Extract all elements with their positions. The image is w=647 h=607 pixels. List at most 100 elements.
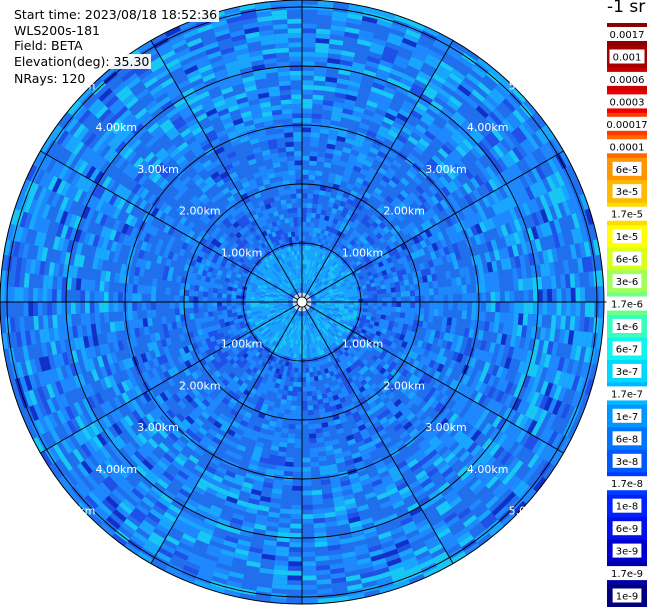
radar-cell-372 bbox=[328, 237, 335, 244]
radar-cell-2229 bbox=[443, 512, 458, 524]
radar-cell-1636 bbox=[575, 376, 585, 393]
radar-cell-69 bbox=[310, 132, 320, 138]
radar-cell-1189 bbox=[422, 275, 428, 283]
radar-cell-2518 bbox=[323, 402, 331, 409]
radar-cell-2616 bbox=[319, 469, 330, 476]
radar-cell-2339 bbox=[340, 386, 347, 393]
radar-cell-320 bbox=[313, 266, 318, 272]
radar-cell-1624 bbox=[517, 360, 526, 374]
radar-cell-603 bbox=[376, 206, 385, 215]
radar-cell-448 bbox=[424, 58, 439, 69]
radar-cell-1541 bbox=[320, 305, 326, 309]
radar-cell-1335 bbox=[509, 290, 515, 302]
radar-cell-2440 bbox=[354, 460, 365, 469]
radar-cell-1195 bbox=[477, 263, 484, 274]
radar-cell-1820 bbox=[539, 426, 551, 442]
radar-cell-1608 bbox=[405, 330, 412, 337]
radar-cell-2574 bbox=[331, 486, 343, 494]
radar-cell-1246 bbox=[544, 262, 551, 277]
radar-cell-135 bbox=[306, 269, 309, 275]
radar-cell-1594 bbox=[342, 313, 348, 317]
radar-cell-386 bbox=[365, 155, 375, 164]
radar-cell-1318 bbox=[382, 297, 387, 302]
radar-cell-1675 bbox=[526, 376, 536, 390]
radar-cell-2721 bbox=[299, 344, 302, 350]
radar-cell-215 bbox=[352, 61, 366, 70]
radar-cell-2258 bbox=[365, 408, 374, 417]
radar-cell-2225 bbox=[428, 489, 441, 500]
radar-cell-1381 bbox=[509, 302, 515, 314]
radar-cell-800 bbox=[309, 293, 314, 297]
radar-cell-1003 bbox=[379, 265, 386, 272]
radar-cell-1772 bbox=[529, 405, 540, 420]
radar-cell-1730 bbox=[552, 400, 562, 416]
radar-cell-491 bbox=[427, 81, 441, 93]
radar-cell-1936 bbox=[371, 354, 379, 362]
radar-cell-1996 bbox=[456, 432, 468, 445]
radar-cell-518 bbox=[374, 187, 383, 196]
radar-cell-1797 bbox=[404, 355, 412, 364]
radar-cell-1657 bbox=[394, 332, 401, 340]
radar-cell-2627 bbox=[330, 567, 345, 575]
radar-cell-412 bbox=[314, 272, 319, 278]
radar-cell-1714 bbox=[465, 366, 474, 377]
radar-cell-112 bbox=[319, 128, 330, 135]
radar-cell-1581 bbox=[561, 357, 570, 373]
radar-cell-1534 bbox=[583, 347, 591, 363]
radar-cell-245 bbox=[342, 147, 352, 154]
radar-cell-559 bbox=[363, 214, 371, 222]
radar-cell-904 bbox=[363, 264, 370, 270]
radar-cell-589 bbox=[319, 276, 325, 281]
radar-cell-1559 bbox=[425, 328, 432, 337]
radar-cell-442 bbox=[402, 100, 416, 110]
radar-cell-1023 bbox=[487, 217, 496, 230]
radar-cell-4087 bbox=[9, 286, 15, 302]
radar-cell-1465 bbox=[404, 312, 410, 319]
radar-cell-242 bbox=[333, 178, 342, 186]
radar-cell-855 bbox=[341, 273, 347, 279]
radar-cell-2408 bbox=[396, 543, 412, 554]
radar-cell-2930 bbox=[226, 580, 243, 589]
radar-cell-2306 bbox=[392, 473, 404, 483]
radar-cell-24 bbox=[302, 155, 310, 161]
radar-cell-1567 bbox=[479, 340, 487, 351]
radar-cell-1937 bbox=[375, 357, 383, 365]
radar-cell-2119 bbox=[364, 375, 372, 383]
radar-cell-2502 bbox=[304, 315, 307, 321]
radar-cell-474 bbox=[361, 195, 369, 203]
radar-cell-2188 bbox=[462, 514, 478, 528]
radar-cell-2290 bbox=[325, 347, 331, 353]
radar-cell-1646 bbox=[332, 312, 338, 316]
radar-cell-2357 bbox=[384, 482, 397, 492]
radar-cell-1329 bbox=[467, 293, 472, 302]
radar-cell-2224 bbox=[422, 481, 436, 492]
radar-cell-2777 bbox=[287, 438, 295, 444]
radar-cell-715 bbox=[512, 88, 527, 103]
radar-cell-1611 bbox=[427, 336, 435, 345]
radar-cell-2128 bbox=[408, 428, 419, 438]
radar-cell-2134 bbox=[429, 452, 441, 464]
radar-cell-4126 bbox=[75, 278, 82, 291]
radar-cell-554 bbox=[343, 240, 350, 247]
radar-cell-754 bbox=[505, 115, 519, 130]
radar-cell-799 bbox=[305, 296, 310, 300]
radar-cell-4018 bbox=[193, 302, 199, 308]
radar-cell-2222 bbox=[417, 473, 430, 485]
radar-cell-2463 bbox=[310, 333, 314, 339]
radar-cell-2621 bbox=[325, 521, 338, 528]
radar-cell-964 bbox=[453, 222, 462, 233]
radar-cell-1148 bbox=[420, 269, 427, 277]
radar-cell-2096 bbox=[485, 495, 499, 509]
radar-cell-2910 bbox=[267, 425, 276, 432]
radar-cell-4117 bbox=[141, 285, 148, 294]
radar-cell-2331 bbox=[321, 344, 326, 350]
radar-cell-515 bbox=[353, 218, 361, 226]
radar-cell-1628 bbox=[535, 365, 544, 380]
radar-cell-1949 bbox=[441, 407, 451, 418]
radar-cell-637 bbox=[358, 235, 366, 242]
radar-cell-2896 bbox=[289, 343, 294, 349]
radar-cell-4026 bbox=[127, 302, 133, 312]
radar-cell-2301 bbox=[372, 436, 383, 445]
radar-cell-4192 bbox=[208, 282, 215, 288]
radar-cell-1258 bbox=[330, 298, 335, 301]
